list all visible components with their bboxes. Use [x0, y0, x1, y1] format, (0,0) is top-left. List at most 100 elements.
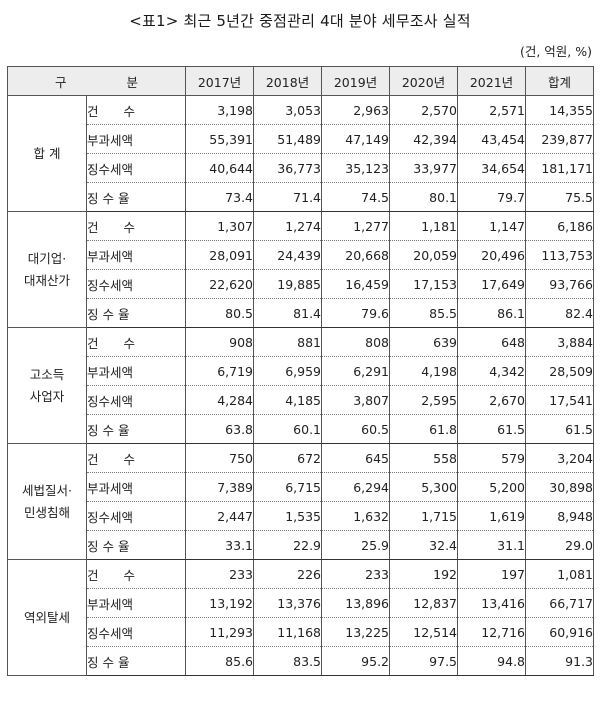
- cell-value: 645: [321, 443, 391, 473]
- cell-value: 881: [253, 327, 323, 357]
- row-label: 부과세액: [85, 240, 187, 270]
- table-row: 대기업· 대재산가 건 수 1,307 1,274 1,277 1,181 1,147 6,1…: [7, 211, 595, 328]
- cell-value: 34,654: [457, 153, 527, 183]
- table-row: 징 수 율 73.4 71.4 74.5 80.1 79.7 75.5: [8, 182, 595, 212]
- table-row: 징수세액 2,447 1,535 1,632 1,715 1,619 8,948: [8, 501, 595, 531]
- cell-value: 672: [253, 443, 323, 473]
- cell-value: 197: [457, 559, 527, 589]
- row-label: 징 수 율: [85, 298, 187, 328]
- cell-total: 30,898: [525, 472, 595, 502]
- cell-value: 1,274: [253, 211, 323, 241]
- row-label: 징수세액: [85, 501, 187, 531]
- cell-value: 63.8: [185, 414, 255, 444]
- cell-value: 20,668: [321, 240, 391, 270]
- cell-total: 60,916: [525, 617, 595, 647]
- cell-value: 233: [185, 559, 255, 589]
- header-row: 구 분 2017년 2018년 2019년 2020년 2021년 합계: [6, 66, 595, 96]
- cell-value: 2,670: [457, 385, 527, 415]
- cell-value: 12,716: [457, 617, 527, 647]
- cell-value: 6,291: [321, 356, 391, 386]
- table-row: 징 수 율 80.5 81.4 79.6 85.5 86.1 82.4: [8, 298, 595, 328]
- cell-value: 3,053: [253, 95, 323, 125]
- cell-total: 61.5: [525, 414, 595, 444]
- table-title: <표1> 최근 5년간 중점관리 4대 분야 세무조사 실적: [129, 12, 471, 30]
- table-row: 부과세액 13,192 13,376 13,896 12,837 13,416 66,717: [8, 588, 595, 618]
- cell-value: 13,225: [321, 617, 391, 647]
- cell-value: 24,439: [253, 240, 323, 270]
- group-label-large-corp: 대기업· 대재산가: [7, 211, 87, 328]
- group-label-tax-order: 세법질서· 민생침해: [7, 443, 87, 560]
- cell-value: 4,284: [185, 385, 255, 415]
- header-year-2018: 2018년: [253, 66, 323, 96]
- cell-value: 11,293: [185, 617, 255, 647]
- row-label: 건 수: [85, 443, 187, 473]
- cell-total: 181,171: [525, 153, 595, 183]
- table-row: 부과세액 55,391 51,489 47,149 42,394 43,454 239,87…: [8, 124, 595, 154]
- cell-value: 97.5: [389, 646, 459, 676]
- cell-total: 66,717: [525, 588, 595, 618]
- tax-audit-table: 구 분 2017년 2018년 2019년 2020년 2021년 합계 합 계…: [6, 66, 595, 676]
- cell-value: 648: [457, 327, 527, 357]
- row-label: 징 수 율: [85, 414, 187, 444]
- table-row: 징수세액 40,644 36,773 35,123 33,977 34,654 181,17…: [8, 153, 595, 183]
- cell-value: 22.9: [253, 530, 323, 560]
- row-label: 징 수 율: [85, 182, 187, 212]
- cell-value: 6,719: [185, 356, 255, 386]
- cell-value: 1,632: [321, 501, 391, 531]
- cell-value: 13,376: [253, 588, 323, 618]
- header-year-2017: 2017년: [185, 66, 255, 96]
- cell-value: 12,514: [389, 617, 459, 647]
- unit-label: (건, 억원, %): [519, 44, 592, 59]
- cell-value: 6,294: [321, 472, 391, 502]
- table-row: 부과세액 6,719 6,959 6,291 4,198 4,342 28,509: [8, 356, 595, 386]
- cell-total: 91.3: [525, 646, 595, 676]
- cell-value: 3,198: [185, 95, 255, 125]
- cell-value: 60.5: [321, 414, 391, 444]
- cell-value: 2,963: [321, 95, 391, 125]
- cell-value: 750: [185, 443, 255, 473]
- cell-value: 55,391: [185, 124, 255, 154]
- header-category: 구 분: [6, 66, 187, 96]
- cell-value: 13,416: [457, 588, 527, 618]
- cell-value: 22,620: [185, 269, 255, 299]
- cell-value: 1,307: [185, 211, 255, 241]
- cell-value: 6,959: [253, 356, 323, 386]
- cell-value: 61.8: [389, 414, 459, 444]
- cell-value: 40,644: [185, 153, 255, 183]
- cell-value: 192: [389, 559, 459, 589]
- cell-value: 1,619: [457, 501, 527, 531]
- cell-total: 29.0: [525, 530, 595, 560]
- row-label: 징수세액: [85, 617, 187, 647]
- table-row: 세법질서· 민생침해 건 수 750 672 645 558 579 3,204: [7, 443, 595, 560]
- cell-total: 6,186: [525, 211, 595, 241]
- cell-total: 113,753: [525, 240, 595, 270]
- cell-value: 13,192: [185, 588, 255, 618]
- cell-value: 61.5: [457, 414, 527, 444]
- group-name: 역외탈세: [23, 609, 70, 625]
- cell-value: 95.2: [321, 646, 391, 676]
- cell-value: 42,394: [389, 124, 459, 154]
- cell-value: 79.7: [457, 182, 527, 212]
- row-label: 건 수: [85, 327, 187, 357]
- cell-value: 60.1: [253, 414, 323, 444]
- cell-value: 31.1: [457, 530, 527, 560]
- cell-value: 73.4: [185, 182, 255, 212]
- cell-value: 12,837: [389, 588, 459, 618]
- table-row: 부과세액 28,091 24,439 20,668 20,059 20,496 113,75…: [8, 240, 595, 270]
- table-row: 합 계 건 수 3,198 3,053 2,963 2,570 2,571 14,355: [7, 95, 595, 212]
- cell-total: 14,355: [525, 95, 595, 125]
- cell-value: 3,807: [321, 385, 391, 415]
- cell-value: 94.8: [457, 646, 527, 676]
- cell-value: 2,595: [389, 385, 459, 415]
- row-label: 징수세액: [85, 385, 187, 415]
- group-name: 고소득 사업자: [29, 366, 65, 404]
- header-total: 합계: [525, 66, 595, 96]
- cell-value: 20,059: [389, 240, 459, 270]
- cell-value: 4,342: [457, 356, 527, 386]
- cell-value: 1,147: [457, 211, 527, 241]
- cell-total: 75.5: [525, 182, 595, 212]
- cell-value: 32.4: [389, 530, 459, 560]
- cell-value: 4,185: [253, 385, 323, 415]
- cell-value: 1,535: [253, 501, 323, 531]
- cell-total: 8,948: [525, 501, 595, 531]
